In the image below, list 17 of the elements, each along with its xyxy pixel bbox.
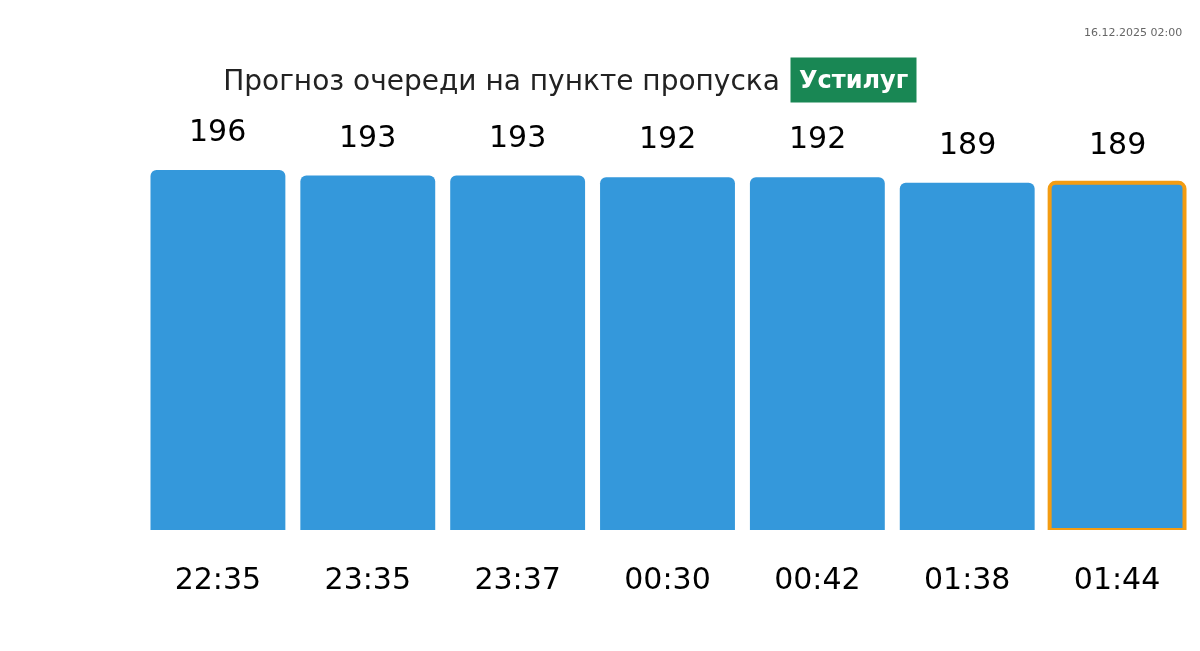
data-label: 193 (489, 119, 547, 154)
x-tick-label: 00:42 (774, 561, 861, 596)
text: 16.12.2025 02:00 (1084, 26, 1183, 39)
chart-subtitle: Устилуг (799, 66, 909, 94)
x-tick-label: 22:35 (174, 561, 262, 596)
chart-title: Прогноз очереди на пункте пропуска (223, 63, 780, 97)
data-label: 189 (939, 126, 997, 161)
x-tick-label: 23:37 (474, 561, 561, 596)
x-tick-label: 23:35 (324, 561, 412, 596)
data-label: 196 (189, 113, 247, 148)
data-label: 189 (1089, 126, 1147, 161)
data-label: 192 (639, 120, 697, 155)
data-label: 192 (789, 120, 847, 155)
x-tick-label: 01:44 (1073, 561, 1161, 596)
x-tick-label: 00:30 (624, 561, 711, 596)
data-label: 193 (339, 119, 397, 154)
x-tick-label: 01:38 (923, 561, 1011, 596)
